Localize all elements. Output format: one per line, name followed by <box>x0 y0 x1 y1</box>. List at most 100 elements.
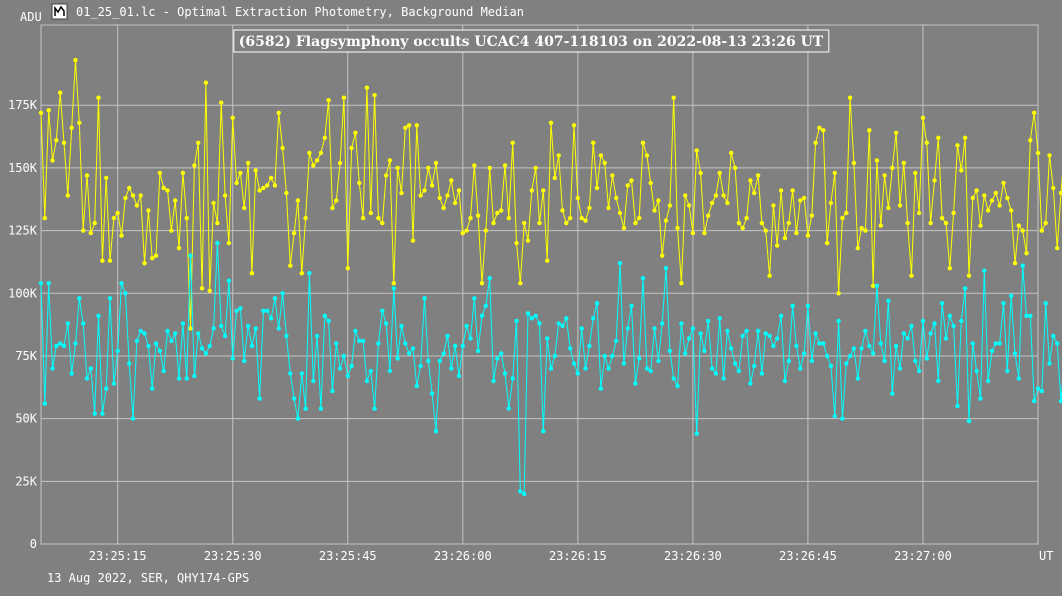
data-point <box>564 220 569 226</box>
data-point <box>460 343 465 349</box>
data-point <box>943 336 949 341</box>
data-point <box>127 361 132 366</box>
data-point <box>445 193 450 198</box>
data-point <box>759 371 765 376</box>
data-point <box>602 353 607 359</box>
data-point <box>909 273 914 278</box>
data-point <box>732 165 738 171</box>
data-point <box>859 225 864 231</box>
x-tick-label: 23:25:45 <box>319 549 377 563</box>
data-point <box>955 143 960 148</box>
data-point <box>472 163 477 168</box>
data-point <box>46 108 51 113</box>
data-point <box>863 328 868 334</box>
data-point <box>222 193 228 198</box>
data-point <box>725 328 730 334</box>
data-point <box>740 225 745 231</box>
data-point <box>157 348 163 354</box>
data-point <box>1039 228 1045 233</box>
data-point <box>660 321 665 326</box>
data-point <box>138 328 143 334</box>
data-point <box>836 291 841 296</box>
data-point <box>429 183 435 188</box>
data-point <box>245 160 251 166</box>
data-point <box>88 230 94 236</box>
lightcurve-app-icon[interactable] <box>51 3 68 20</box>
x-tick-label: 23:25:15 <box>89 549 147 563</box>
data-point <box>966 273 972 278</box>
data-point <box>813 331 818 336</box>
data-point <box>732 361 738 366</box>
data-point <box>821 128 826 133</box>
data-point <box>916 210 922 216</box>
data-point <box>238 306 243 311</box>
data-point <box>464 323 469 329</box>
data-point <box>993 341 998 346</box>
data-point <box>42 215 47 221</box>
data-point <box>38 281 44 286</box>
data-point <box>104 386 109 391</box>
data-point <box>165 188 170 193</box>
data-point <box>552 175 557 181</box>
data-point <box>552 353 557 359</box>
data-point <box>107 258 113 263</box>
data-point <box>173 331 178 336</box>
data-point <box>939 215 945 221</box>
data-point <box>529 316 534 321</box>
data-point <box>77 120 82 126</box>
data-point <box>591 140 596 145</box>
data-point <box>583 366 588 371</box>
data-point <box>326 98 331 103</box>
data-point <box>817 125 822 130</box>
data-point <box>219 100 224 105</box>
data-point <box>1028 313 1033 318</box>
data-point <box>176 376 182 381</box>
data-point <box>84 376 90 381</box>
data-point <box>65 193 71 198</box>
data-point <box>644 153 650 158</box>
data-point <box>1001 180 1006 186</box>
data-point <box>959 168 964 173</box>
data-point <box>334 198 339 203</box>
data-point <box>146 343 151 349</box>
data-point <box>840 416 845 421</box>
data-point <box>1001 301 1006 306</box>
data-point <box>1032 110 1037 116</box>
data-point <box>215 220 220 226</box>
data-point <box>104 175 109 181</box>
data-point <box>541 188 546 193</box>
data-point <box>943 220 949 226</box>
data-point <box>629 178 634 183</box>
data-point <box>510 376 515 381</box>
data-point <box>495 210 500 216</box>
data-point <box>614 195 619 201</box>
data-point <box>42 401 47 406</box>
data-point <box>483 303 488 308</box>
data-point <box>683 351 688 356</box>
data-point <box>54 138 59 143</box>
data-point <box>330 205 335 211</box>
data-point <box>748 381 753 386</box>
data-point <box>199 286 205 291</box>
data-point <box>805 303 811 308</box>
data-point <box>230 356 235 361</box>
data-point <box>813 140 818 145</box>
data-point <box>575 195 580 201</box>
data-point <box>625 326 630 331</box>
data-point <box>242 205 247 211</box>
data-point <box>679 321 684 326</box>
data-point <box>211 326 216 331</box>
data-point <box>207 343 212 349</box>
data-point <box>391 286 396 291</box>
y-axis: 0 25K 50K 75K 100K 125K 150K 175K <box>8 98 38 551</box>
data-point <box>832 170 837 176</box>
data-point <box>640 140 646 145</box>
data-point <box>828 200 834 206</box>
data-point <box>545 336 550 341</box>
data-point <box>414 123 419 128</box>
data-point <box>410 238 416 243</box>
data-point <box>736 220 742 226</box>
data-point <box>291 230 297 236</box>
data-point <box>150 256 155 261</box>
data-point <box>383 321 389 326</box>
